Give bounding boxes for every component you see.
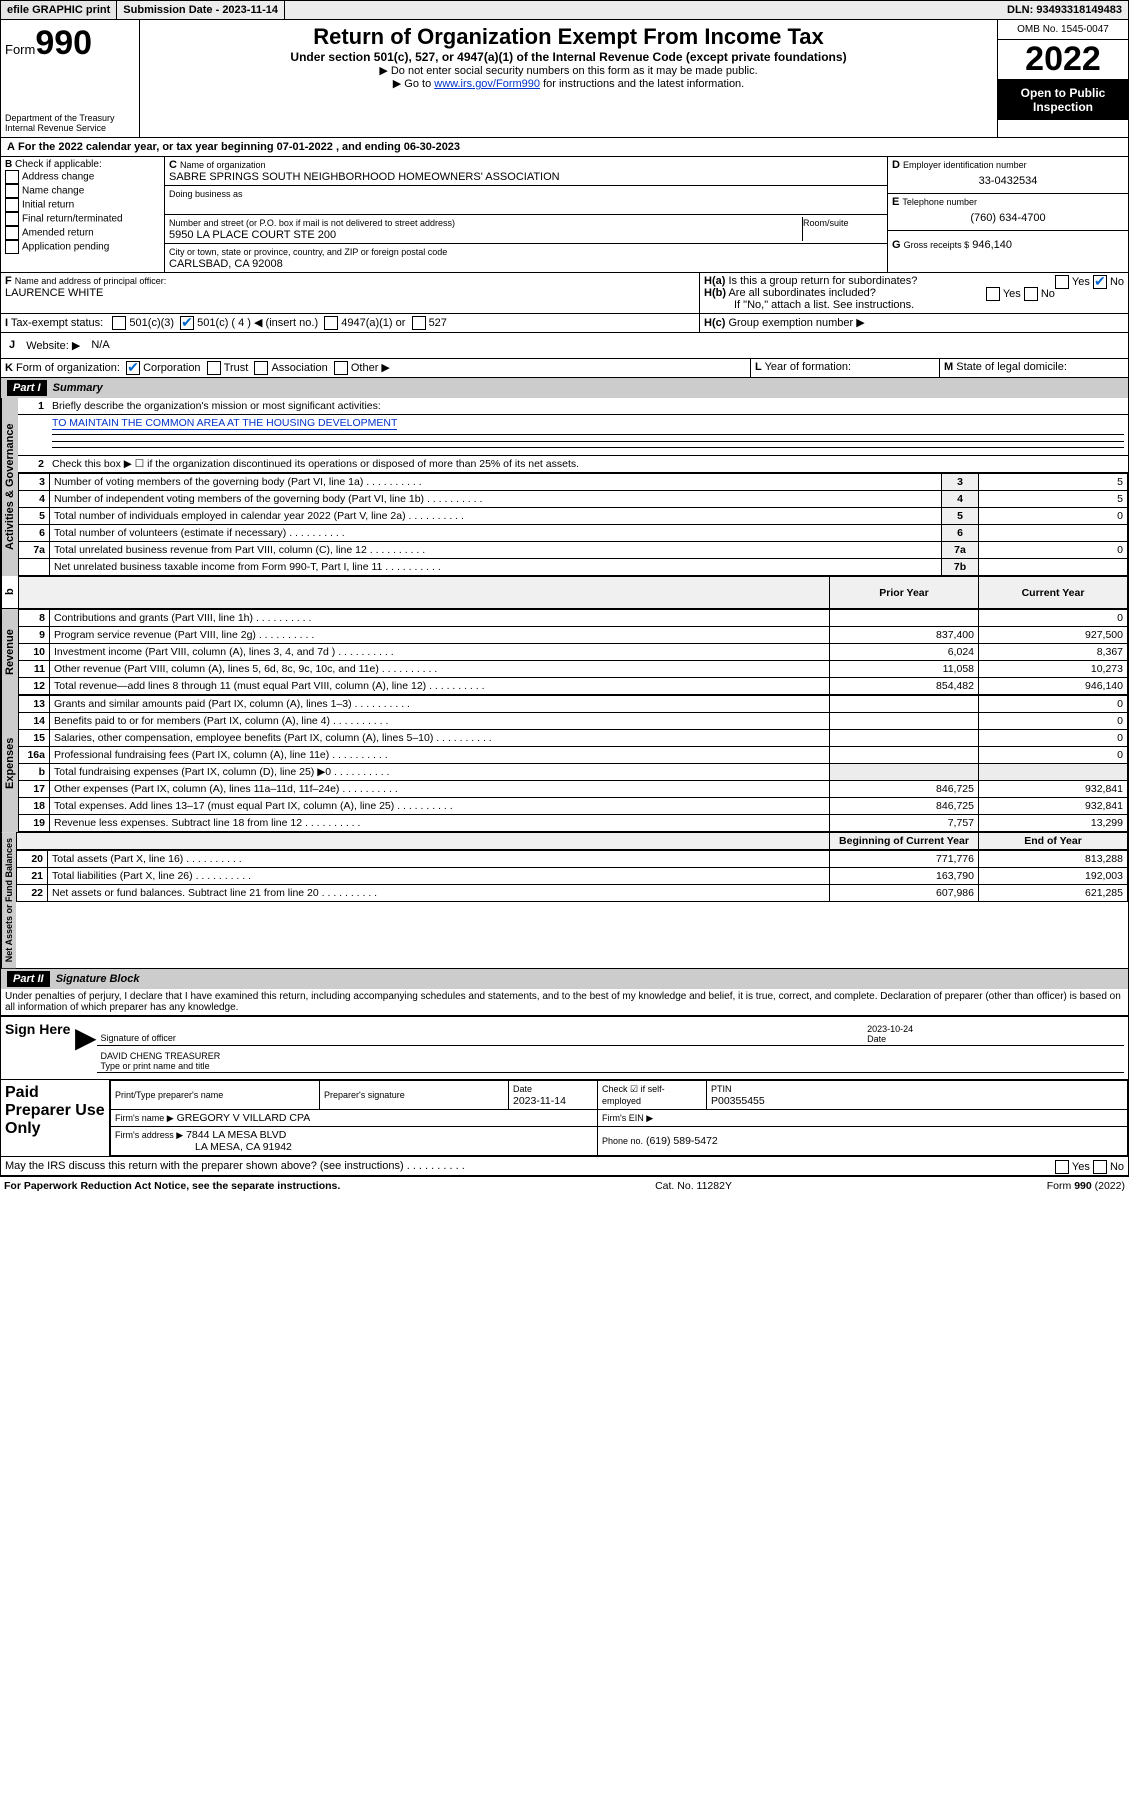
top-toolbar: efile GRAPHIC print Submission Date - 20…	[0, 0, 1129, 20]
form-subtitle: Under section 501(c), 527, or 4947(a)(1)…	[144, 50, 993, 64]
discuss-no[interactable]	[1093, 1160, 1107, 1174]
sig-officer-label: Signature of officer	[101, 1033, 176, 1043]
cb-name-change[interactable]: Name change	[5, 184, 160, 198]
line1-label: Briefly describe the organization's miss…	[48, 398, 1128, 415]
penalty-statement: Under penalties of perjury, I declare th…	[1, 989, 1128, 1015]
officer-label: Name and address of principal officer:	[15, 276, 166, 286]
gross-receipts-label: Gross receipts $	[904, 240, 970, 250]
omb-number: OMB No. 1545-0047	[998, 20, 1128, 40]
cb-address-change[interactable]: Address change	[5, 170, 160, 184]
part2-header: Part II	[7, 971, 50, 987]
line-A-period: A For the 2022 calendar year, or tax yea…	[1, 137, 1128, 156]
org-name-label: Name of organization	[180, 160, 266, 170]
form-org-label: Form of organization:	[16, 362, 120, 374]
self-employed-check[interactable]: Check ☑ if self-employed	[602, 1084, 665, 1106]
firm-phone: (619) 589-5472	[646, 1135, 718, 1147]
vtab-revenue: Revenue	[1, 609, 18, 695]
vtab-netassets: Net Assets or Fund Balances	[1, 832, 16, 968]
street-address: 5950 LA PLACE COURT STE 200	[169, 229, 336, 241]
ptin-value: P00355455	[711, 1095, 765, 1107]
city-state-zip: CARLSBAD, CA 92008	[169, 258, 283, 270]
discuss-question: May the IRS discuss this return with the…	[5, 1160, 404, 1172]
dln: DLN: 93493318149483	[1001, 1, 1128, 19]
col-end: End of Year	[979, 833, 1128, 850]
vtab-activities: Activities & Governance	[1, 398, 18, 576]
irs-label: Internal Revenue Service	[5, 123, 135, 133]
efile-print-button[interactable]: efile GRAPHIC print	[1, 1, 117, 19]
firm-name: GREGORY V VILLARD CPA	[177, 1112, 311, 1124]
form-title: Return of Organization Exempt From Incom…	[144, 24, 993, 50]
phone-value: (760) 634-4700	[892, 208, 1124, 228]
officer-name: LAURENCE WHITE	[5, 287, 103, 299]
phone-label: Telephone number	[902, 197, 977, 207]
cb-application-pending[interactable]: Application pending	[5, 240, 160, 254]
dba-label: Doing business as	[169, 189, 243, 199]
city-label: City or town, state or province, country…	[169, 247, 447, 257]
instruction-goto: ▶ Go to www.irs.gov/Form990 for instruct…	[144, 77, 993, 90]
cb-corporation[interactable]	[126, 361, 140, 375]
sign-here-label: Sign Here	[5, 1021, 75, 1075]
part1-header: Part I	[7, 380, 47, 396]
paid-preparer-label: Paid Preparer Use Only	[1, 1080, 109, 1156]
state-domicile-label: State of legal domicile:	[956, 361, 1067, 373]
cb-amended-return[interactable]: Amended return	[5, 226, 160, 240]
suite-label: Room/suite	[803, 218, 849, 228]
line2-label: Check this box ▶ ☐ if the organization d…	[48, 456, 1128, 473]
cb-initial-return[interactable]: Initial return	[5, 198, 160, 212]
ha-label: Is this a group return for subordinates?	[728, 275, 917, 287]
website-label: Website: ▶	[22, 337, 84, 354]
ein-value: 33-0432534	[892, 171, 1124, 191]
preparer-date: 2023-11-14	[513, 1095, 566, 1107]
part1-title: Summary	[53, 382, 103, 394]
tax-year: 2022	[998, 40, 1128, 80]
ein-label: Employer identification number	[903, 160, 1027, 170]
col-current-year: Current Year	[979, 577, 1128, 609]
firm-address: 7844 LA MESA BLVD	[186, 1129, 286, 1141]
pra-notice: For Paperwork Reduction Act Notice, see …	[4, 1180, 340, 1192]
org-name: SABRE SPRINGS SOUTH NEIGHBORHOOD HOMEOWN…	[169, 171, 560, 183]
line1-mission: TO MAINTAIN THE COMMON AREA AT THE HOUSI…	[52, 417, 397, 430]
cb-501c4[interactable]	[180, 316, 194, 330]
instruction-ssn: ▶ Do not enter social security numbers o…	[144, 64, 993, 77]
col-beginning: Beginning of Current Year	[830, 833, 979, 850]
form-number: Form990	[5, 24, 135, 63]
sig-date-value: 2023-10-24	[867, 1024, 913, 1034]
open-to-public: Open to Public Inspection	[998, 80, 1128, 120]
section-B-checkboxes: B Check if applicable: Address change Na…	[1, 157, 165, 272]
part2-title: Signature Block	[56, 973, 140, 985]
dept-treasury: Department of the Treasury	[5, 113, 135, 123]
submission-date: Submission Date - 2023-11-14	[117, 1, 285, 19]
website-value: N/A	[87, 337, 113, 354]
sig-name-value: DAVID CHENG TREASURER	[101, 1051, 221, 1061]
cat-number: Cat. No. 11282Y	[655, 1180, 732, 1192]
hc-label: Group exemption number ▶	[728, 317, 864, 329]
discuss-yes[interactable]	[1055, 1160, 1069, 1174]
col-prior-year: Prior Year	[830, 577, 979, 609]
irs-link[interactable]: www.irs.gov/Form990	[434, 78, 540, 90]
cb-final-return[interactable]: Final return/terminated	[5, 212, 160, 226]
hb-ifno: If "No," attach a list. See instructions…	[704, 299, 1124, 311]
street-label: Number and street (or P.O. box if mail i…	[169, 218, 455, 228]
gross-receipts-value: 946,140	[972, 239, 1012, 251]
form-footer: Form 990 (2022)	[1047, 1180, 1125, 1192]
firm-address-2: LA MESA, CA 91942	[115, 1141, 292, 1153]
vtab-expenses: Expenses	[1, 695, 18, 832]
tax-exempt-label: Tax-exempt status:	[11, 317, 103, 329]
year-formation-label: Year of formation:	[765, 361, 851, 373]
hb-label: Are all subordinates included?	[728, 287, 875, 299]
